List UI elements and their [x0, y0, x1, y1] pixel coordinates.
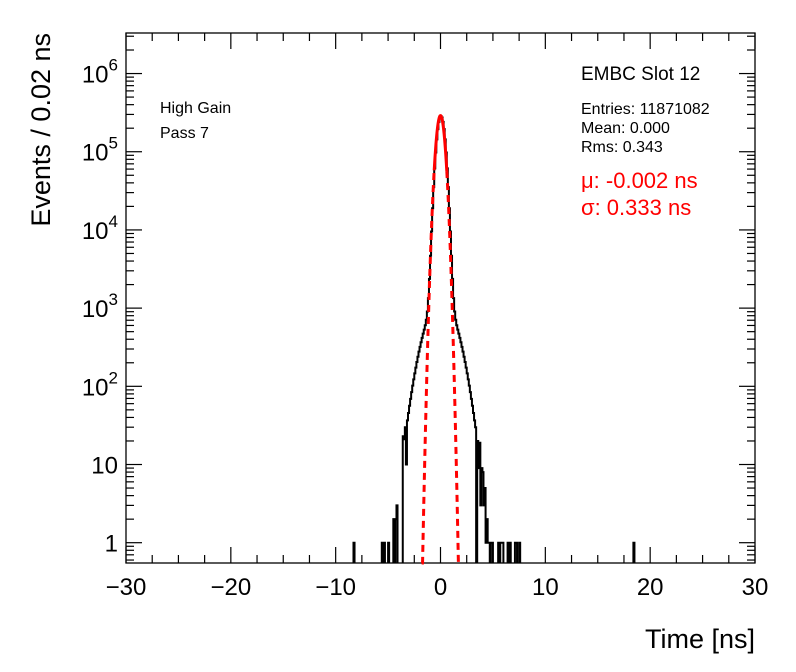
y-tick-label: 106	[82, 56, 118, 89]
x-tick-label: 0	[434, 574, 447, 601]
y-tick-label: 105	[82, 134, 118, 167]
slot-label: EMBC Slot 12	[581, 64, 700, 85]
fit-curve-right-dashed	[445, 170, 460, 565]
x-axis-title: Time [ns]	[645, 624, 755, 654]
y-tick-label: 1	[105, 531, 118, 558]
x-tick-label: −30	[106, 574, 147, 601]
fit-mu-label: μ: -0.002 ns	[581, 168, 698, 193]
x-tick-label: −20	[210, 574, 251, 601]
rms-stat: Rms: 0.343	[581, 139, 663, 156]
gaussian-fit-series	[420, 114, 460, 565]
x-axis-ticks: −30 −20 −10 0 10 20 30	[106, 33, 769, 601]
gain-label: High Gain	[160, 100, 231, 117]
fit-sigma-label: σ: 0.333 ns	[581, 195, 691, 220]
y-tick-label: 103	[82, 290, 118, 323]
histogram-line	[380, 115, 522, 563]
fit-curve-left-dashed	[420, 170, 436, 565]
entries-stat: Entries: 11871082	[581, 101, 710, 118]
histogram-isolated-bin	[632, 541, 636, 563]
histogram-isolated-bin	[352, 541, 356, 563]
mean-stat: Mean: 0.000	[581, 120, 670, 137]
y-tick-label: 10	[91, 453, 118, 480]
x-tick-label: 30	[742, 574, 769, 601]
y-axis-ticks: 1 10 102 103 104 105 106	[82, 35, 755, 561]
y-axis-title: Events / 0.02 ns	[26, 33, 56, 227]
y-tick-label: 102	[82, 368, 118, 401]
y-tick-label: 104	[82, 212, 118, 245]
histogram-series	[352, 115, 636, 563]
x-tick-label: 10	[532, 574, 559, 601]
fit-curve-solid	[432, 114, 449, 172]
x-tick-label: 20	[637, 574, 664, 601]
pass-label: Pass 7	[160, 125, 209, 142]
x-tick-label: −10	[315, 574, 356, 601]
